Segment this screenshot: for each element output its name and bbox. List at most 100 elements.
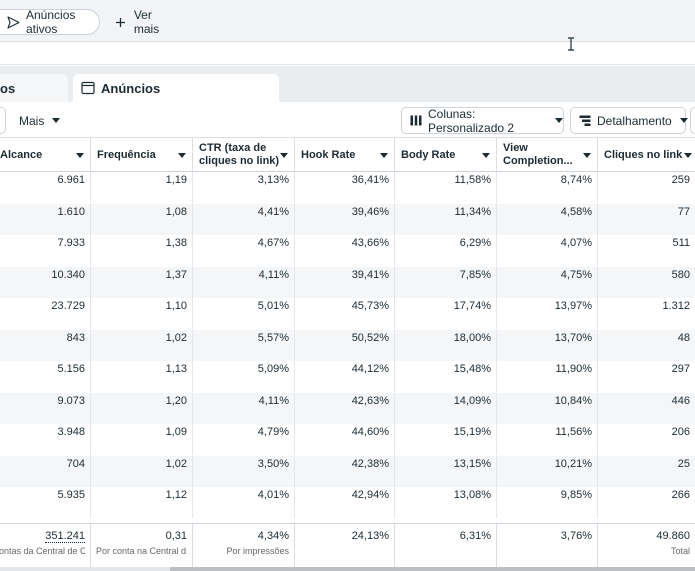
table-cell: 10,84% — [497, 392, 598, 424]
column-header-label: Body Rate — [401, 148, 456, 161]
table-cell: 50,52% — [295, 329, 395, 361]
more-menu-button[interactable]: Mais — [11, 107, 63, 134]
column-header-label: CTR (taxa de — [199, 142, 267, 154]
table-cell: 25 — [677, 457, 690, 470]
table-cell: 3.948 — [0, 424, 91, 455]
table-cell: 4,11% — [193, 266, 295, 298]
active-ads-filter-label: Anúncios ativos — [26, 8, 76, 36]
send-icon — [7, 15, 20, 29]
totals-value: 0,31 — [165, 529, 187, 542]
columns-button[interactable]: Colunas: Personalizado 2 — [401, 106, 564, 135]
table-cell: 42,38% — [295, 455, 395, 487]
table-cell: 4,41% — [193, 203, 295, 235]
table-cell: 4,75% — [497, 266, 598, 298]
table-cell: 39,46% — [295, 203, 395, 235]
table-toolbar: Mais Colunas: Personalizado 2 Detalhamen… — [0, 102, 695, 138]
table-cell: 23.729 — [0, 298, 91, 329]
table-cell: 48 — [677, 331, 690, 344]
table-cell: 17,74% — [395, 298, 497, 329]
table-cell: 8,74% — [497, 172, 598, 203]
column-header-view-completion[interactable]: View Completion... — [497, 138, 598, 172]
totals-value: 351.241 — [45, 529, 85, 543]
totals-cell: 0,31 Por conta na Central d... — [91, 523, 193, 571]
see-more-button[interactable]: Ver mais — [110, 8, 180, 36]
column-header-reach[interactable]: Alcance — [0, 138, 91, 172]
totals-value: 4,34% — [257, 529, 289, 542]
table-row[interactable]: 704 1,02 3,50% 42,38% 13,15% 10,21% 25 — [0, 455, 695, 487]
column-header-hook-rate[interactable]: Hook Rate — [295, 138, 395, 172]
toolbar-right-button[interactable] — [690, 107, 695, 134]
totals-value: 6,31% — [459, 529, 491, 542]
totals-cell: 351.241 ontas da Central de C... — [0, 523, 91, 571]
table-cell: 13,08% — [395, 487, 497, 518]
columns-label: Colunas: Personalizado 2 — [428, 106, 515, 135]
table-cell: 15,19% — [395, 424, 497, 455]
table-cell: 1.312 — [662, 300, 690, 312]
table-row[interactable]: 5.935 1,12 4,01% 42,94% 13,08% 9,85% 266 — [0, 487, 695, 518]
table-cell: 3,50% — [193, 455, 295, 487]
column-header-body-rate[interactable]: Body Rate — [395, 138, 497, 172]
tab-ad-sets[interactable]: os — [0, 74, 68, 102]
table-cell: 5,01% — [193, 298, 295, 329]
table-cell: 6,29% — [395, 235, 497, 266]
table-cell: 1,08 — [91, 203, 193, 235]
scrollbar-thumb[interactable] — [170, 567, 695, 571]
table-row[interactable]: 1.610 1,08 4,41% 39,46% 11,34% 4,58% 77 — [0, 203, 695, 235]
breakdown-button[interactable]: Detalhamento — [570, 107, 688, 134]
table-cell: 297 — [671, 363, 690, 375]
table-row[interactable]: 23.729 1,10 5,01% 45,73% 17,74% 13,97% 1.312 — [0, 298, 695, 329]
table-cell: 1,13 — [91, 361, 193, 392]
table-row[interactable]: 5.156 1,13 5,09% 44,12% 15,48% 11,90% 297 — [0, 361, 695, 392]
totals-cell: 4,34% Por impressões — [193, 523, 295, 571]
table-row[interactable]: 3.948 1,09 4,79% 44,60% 15,19% 11,56% 206 — [0, 424, 695, 455]
table-row[interactable]: 9.073 1,20 4,11% 42,63% 14,09% 10,84% 446 — [0, 392, 695, 424]
table-cell: 36,41% — [295, 172, 395, 203]
table-cell: 10,21% — [497, 455, 598, 487]
table-row[interactable]: 843 1,02 5,57% 50,52% 18,00% 13,70% 48 — [0, 329, 695, 361]
level-tabs: os Anúncios — [0, 66, 695, 102]
caret-down-icon — [555, 118, 563, 123]
table-cell: 1,38 — [91, 235, 193, 266]
table-cell: 1,12 — [91, 487, 193, 518]
tab-ad-sets-label: os — [0, 80, 16, 96]
table-cell: 4,79% — [193, 424, 295, 455]
horizontal-scrollbar[interactable] — [0, 567, 695, 571]
table-cell: 1,20 — [91, 392, 193, 424]
table-cell: 9.073 — [0, 392, 91, 424]
column-header-link-clicks[interactable]: Cliques no link — [598, 138, 695, 172]
caret-down-icon — [679, 118, 688, 123]
column-header-label: Cliques no link — [604, 148, 683, 161]
table-row[interactable]: 6.961 1,19 3,13% 36,41% 11,58% 8,74% 259 — [0, 172, 695, 203]
tab-ads[interactable]: Anúncios — [73, 74, 279, 102]
table-header: Alcance Frequência CTR (taxa de cliques n… — [0, 138, 695, 172]
column-header-label-line2: cliques no link) — [199, 155, 280, 167]
table-cell: 1,10 — [91, 298, 193, 329]
table-cell: 15,48% — [395, 361, 497, 392]
toolbar-left-button[interactable] — [0, 107, 6, 134]
totals-cell: 49.860 Total — [598, 524, 695, 571]
table-cell: 843 — [0, 329, 91, 361]
table-row[interactable]: 7.933 1,38 4,67% 43,66% 6,29% 4,07% 511 — [0, 235, 695, 266]
caret-down-icon — [52, 118, 61, 123]
text-cursor-icon — [567, 37, 575, 51]
table-cell: 259 — [671, 174, 690, 186]
totals-cell: 6,31% — [395, 523, 497, 571]
totals-cell: 24,13% — [295, 523, 395, 571]
content-strip — [0, 43, 695, 65]
column-header-label-line2: Completion... — [503, 155, 573, 167]
table-cell: 11,58% — [395, 172, 497, 203]
table-row[interactable]: 10.340 1,37 4,11% 39,41% 7,85% 4,75% 580 — [0, 266, 695, 298]
table-cell: 1,09 — [91, 424, 193, 455]
column-header-frequency[interactable]: Frequência — [91, 138, 193, 172]
totals-subtitle: ontas da Central de C... — [0, 545, 85, 556]
active-ads-filter-chip[interactable]: Anúncios ativos — [0, 8, 100, 36]
totals-value: 24,13% — [351, 529, 389, 542]
table-cell: 704 — [0, 455, 91, 487]
column-header-ctr[interactable]: CTR (taxa de cliques no link) — [193, 138, 295, 172]
table-cell: 13,15% — [395, 455, 497, 487]
table-cell: 13,70% — [497, 329, 598, 361]
caret-down-icon — [178, 153, 186, 158]
table-cell: 11,90% — [497, 361, 598, 392]
columns-icon — [410, 115, 422, 126]
table-cell: 1,19 — [91, 172, 193, 203]
